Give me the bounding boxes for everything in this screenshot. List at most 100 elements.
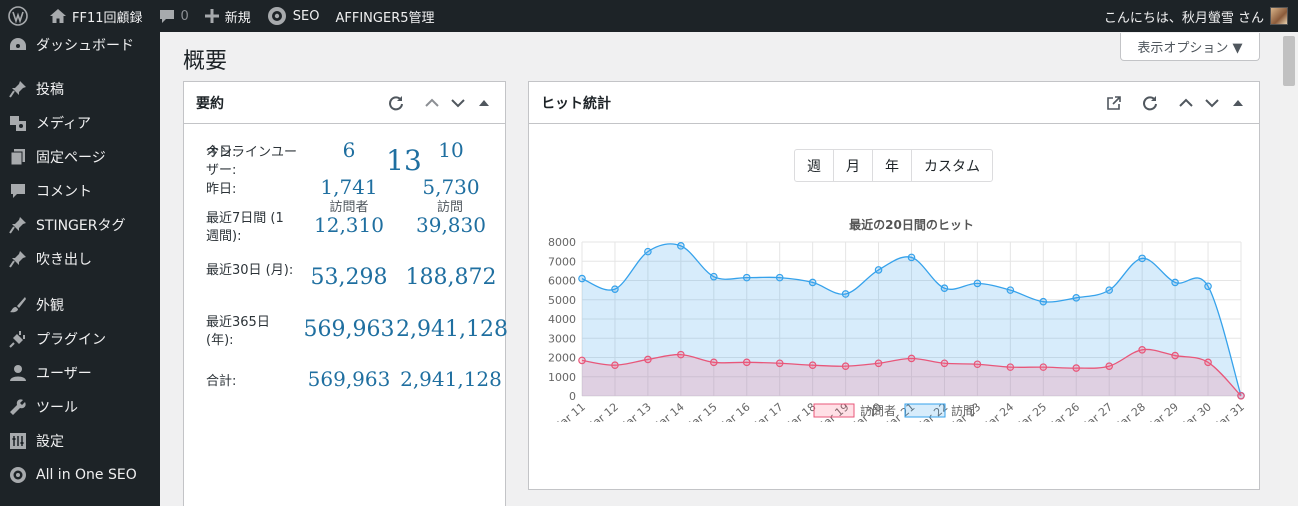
summary-visits-value: 188,872: [405, 265, 497, 290]
data-point: [742, 273, 751, 282]
sidebar-item-7[interactable]: 外観: [0, 288, 160, 322]
sidebar-item-9[interactable]: ユーザー: [0, 356, 160, 390]
settings-icon: [0, 432, 36, 450]
data-point: [973, 360, 982, 369]
period-custom-button[interactable]: カスタム: [924, 158, 980, 175]
sidebar-item-label: 投稿: [36, 82, 64, 98]
data-point: [677, 242, 685, 250]
summary-visits-value: 2,941,128: [400, 367, 502, 391]
x-tick-label: Mar 27: [1077, 400, 1115, 422]
x-tick-label: Mar 30: [1176, 400, 1214, 422]
hits-header: ヒット統計: [529, 82, 1259, 124]
seo-label: SEO: [292, 8, 320, 24]
online-users-value: 13: [386, 144, 422, 177]
x-tick-label: Mar 11: [550, 400, 588, 422]
period-month-button[interactable]: 月: [834, 150, 873, 181]
sidebar-item-11[interactable]: 設定: [0, 424, 160, 458]
data-point: [841, 290, 850, 298]
site-name: FF11回顧録: [72, 10, 143, 26]
data-point: [1138, 254, 1146, 263]
sidebar-item-0[interactable]: ダッシュボード: [0, 28, 160, 62]
sidebar-item-12[interactable]: All in One SEO: [0, 458, 160, 492]
move-up-icon[interactable]: [419, 90, 445, 116]
media-icon: [0, 114, 36, 132]
affinger-menu[interactable]: AFFINGER5管理: [328, 0, 443, 32]
summary-row-label: 最近30日 (月):: [206, 263, 294, 278]
screen-options-button[interactable]: 表示オプション ▼: [1120, 33, 1260, 61]
move-down-icon[interactable]: [1199, 90, 1225, 116]
period-week-button[interactable]: 週: [795, 150, 834, 181]
data-point: [1039, 363, 1048, 371]
sidebar-item-label: All in One SEO: [36, 467, 137, 483]
move-up-icon[interactable]: [1173, 90, 1199, 116]
x-tick-label: Mar 25: [1012, 400, 1050, 422]
summary-visits-value: 39,830: [416, 213, 486, 237]
wordpress-logo-icon[interactable]: [0, 0, 42, 32]
greeting: こんにちは、秋月螢雪 さん: [1103, 10, 1264, 26]
y-tick-label: 1000: [548, 371, 576, 384]
summary-visitors-value: 6: [342, 138, 356, 162]
sidebar-item-8[interactable]: プラグイン: [0, 322, 160, 356]
summary-visits-value: 2,941,128: [396, 317, 508, 342]
seo-icon: [0, 466, 36, 484]
comment-icon: [0, 182, 36, 200]
summary-visitors-value: 1,741: [320, 175, 378, 199]
data-point: [742, 358, 751, 367]
hits-chart: 最近の20日間のヒット 0 1000 2000 3000 4000 5000 6000 7000…: [548, 217, 1247, 422]
summary-visitors-value: 53,298: [310, 265, 388, 290]
seo-icon: [267, 7, 286, 25]
data-point: [1072, 364, 1081, 372]
y-tick-label: 0: [569, 390, 576, 403]
data-point: [710, 272, 718, 281]
y-tick-label: 5000: [548, 294, 576, 307]
legend-label: 訪問: [951, 403, 975, 418]
refresh-icon[interactable]: [1137, 90, 1163, 116]
data-point: [841, 362, 850, 370]
data-point: [1072, 294, 1081, 302]
seo-menu[interactable]: SEO: [259, 0, 328, 32]
x-tick-label: Mar 31: [1209, 400, 1247, 422]
page-title: 概要: [183, 49, 228, 74]
sidebar-item-3[interactable]: 固定ページ: [0, 140, 160, 174]
summary-row-label: 合計:: [206, 374, 237, 389]
summary-visitors-value: 12,310: [314, 213, 384, 237]
pages-icon: [0, 148, 36, 166]
sidebar-item-label: ダッシュボード: [36, 38, 134, 54]
sidebar-item-2[interactable]: メディア: [0, 106, 160, 140]
new-content-link[interactable]: 新規: [197, 0, 259, 32]
new-label: 新規: [224, 10, 251, 26]
sidebar-item-6[interactable]: 吹き出し: [0, 242, 160, 276]
external-link-icon[interactable]: [1101, 90, 1127, 116]
summary-row-label: 昨日:: [206, 182, 237, 197]
sidebar-item-10[interactable]: ツール: [0, 390, 160, 424]
affinger-label: AFFINGER5管理: [335, 10, 435, 26]
x-tick-label: Mar 12: [583, 400, 621, 422]
account-menu[interactable]: こんにちは、秋月螢雪 さん: [1096, 0, 1298, 32]
move-down-icon[interactable]: [445, 90, 471, 116]
sidebar-item-1[interactable]: 投稿: [0, 72, 160, 106]
sidebar-item-label: メディア: [36, 116, 92, 132]
collapse-icon[interactable]: [471, 90, 497, 116]
page-scrollbar[interactable]: [1280, 32, 1298, 506]
refresh-icon[interactable]: [383, 90, 409, 116]
x-tick-label: Mar 14: [649, 400, 687, 422]
sidebar-item-5[interactable]: STINGERタグ: [0, 208, 160, 242]
x-tick-label: Mar 29: [1143, 400, 1181, 422]
summary-title: 要約: [196, 95, 224, 112]
summary-row-label: 最近365日 (年):: [206, 315, 270, 348]
scrollbar-thumb[interactable]: [1283, 36, 1295, 86]
sidebar-item-4[interactable]: コメント: [0, 174, 160, 208]
comments-link[interactable]: 0: [151, 0, 197, 32]
period-year-button[interactable]: 年: [873, 150, 912, 181]
site-name-link[interactable]: FF11回顧録: [42, 0, 151, 32]
data-point: [1204, 282, 1212, 291]
sidebar-item-label: 外観: [36, 298, 64, 314]
collapse-icon[interactable]: [1225, 90, 1251, 116]
data-point: [874, 359, 883, 368]
sidebar-item-label: ツール: [36, 400, 78, 416]
admin-sidebar: ダッシュボード 投稿メディア固定ページコメント STINGERタグ 吹き出し外観プラグ…: [0, 32, 160, 506]
sidebar-item-label: コメント: [36, 184, 92, 200]
data-point: [710, 358, 718, 367]
x-tick-label: Mar 26: [1045, 400, 1083, 422]
data-point: [578, 356, 586, 365]
